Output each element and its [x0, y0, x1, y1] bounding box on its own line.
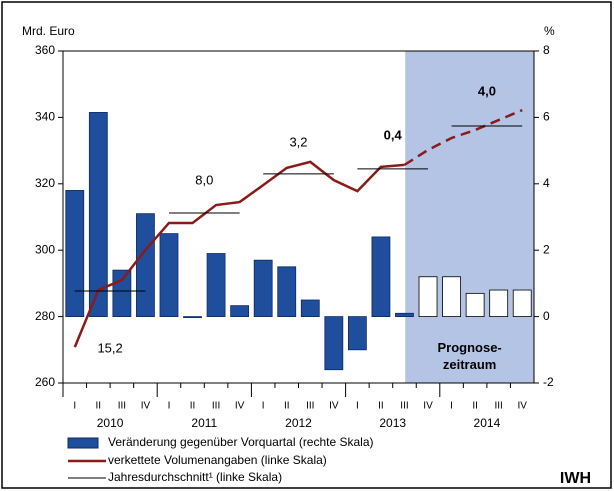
annotation: 4,0	[478, 83, 496, 98]
forecast-label: Prognose-zeitraum	[437, 340, 501, 372]
y2-tick-label: 4	[543, 176, 550, 190]
y2-axis-label: %	[544, 24, 555, 38]
bar	[253, 259, 273, 318]
forecast-label-line: zeitraum	[443, 357, 496, 372]
x-tick-label: I	[262, 401, 265, 412]
year-label: 2013	[379, 416, 406, 430]
x-tick-label: II	[96, 401, 102, 412]
legend-swatch	[67, 437, 99, 449]
x-tick-label: III	[495, 401, 503, 412]
bar	[512, 289, 532, 318]
x-tick-label: III	[400, 401, 408, 412]
y2-tick-label: 6	[543, 110, 550, 124]
y-tick-label: 300	[35, 242, 55, 256]
x-tick-label: I	[356, 401, 359, 412]
bar	[230, 305, 250, 318]
x-tick-label: I	[450, 401, 453, 412]
bar	[88, 112, 108, 317]
annotation: 15,2	[97, 340, 122, 355]
x-tick-label: II	[284, 401, 290, 412]
bar	[159, 233, 179, 318]
y-tick-label: 340	[35, 110, 55, 124]
x-tick-label: I	[73, 401, 76, 412]
y2-tick-label: 2	[543, 242, 550, 256]
y-tick-label: 280	[35, 309, 55, 323]
source: IWH	[560, 470, 591, 487]
bar	[277, 266, 297, 317]
y-tick-label: 320	[35, 176, 55, 190]
bar	[371, 236, 391, 317]
bar	[183, 316, 202, 319]
annotation: 0,4	[384, 127, 403, 142]
x-tick-label: III	[118, 401, 126, 412]
bar	[65, 190, 85, 318]
x-tick-label: IV	[517, 401, 527, 412]
x-tick-label: I	[168, 401, 171, 412]
y-tick-label: 260	[35, 375, 55, 389]
x-tick-label: IV	[423, 401, 433, 412]
legend-label: verkettete Volumenangaben (linke Skala)	[108, 453, 327, 467]
bar	[112, 269, 132, 317]
x-tick-label: IV	[235, 401, 245, 412]
y-axis-label: Mrd. Euro	[22, 24, 75, 38]
forecast-area	[405, 51, 534, 383]
y-tick-label: 360	[35, 43, 55, 57]
year-label: 2014	[474, 416, 501, 430]
annotation: 3,2	[289, 134, 307, 149]
x-tick-label: II	[472, 401, 478, 412]
bar	[489, 289, 509, 318]
bar	[300, 299, 320, 318]
bar	[347, 316, 367, 351]
x-tick-label: III	[306, 401, 314, 412]
legend-label: Jahresdurchschnitt¹ (linke Skala)	[108, 470, 282, 484]
line	[73, 160, 405, 348]
bar	[395, 312, 414, 317]
y2-tick-label: -2	[543, 375, 554, 389]
bar	[418, 276, 438, 318]
bar	[442, 276, 461, 318]
x-tick-label: IV	[141, 401, 151, 412]
y2-tick-label: 8	[543, 43, 550, 57]
x-tick-label: IV	[329, 401, 339, 412]
line	[403, 108, 523, 166]
x-tick-label: II	[190, 401, 196, 412]
bar	[206, 253, 226, 318]
x-tick-label: II	[378, 401, 384, 412]
legend-label: Veränderung gegenüber Vorquartal (rechte…	[108, 435, 374, 449]
annotation: 8,0	[195, 172, 213, 187]
x-tick-label: III	[212, 401, 220, 412]
bar	[465, 292, 485, 317]
year-label: 2011	[191, 416, 217, 430]
year-label: 2012	[285, 416, 312, 430]
bar	[136, 213, 155, 317]
year-label: 2010	[97, 416, 124, 430]
bar	[324, 316, 344, 371]
y2-tick-label: 0	[543, 309, 550, 323]
forecast-label-line: Prognose-	[437, 340, 501, 355]
